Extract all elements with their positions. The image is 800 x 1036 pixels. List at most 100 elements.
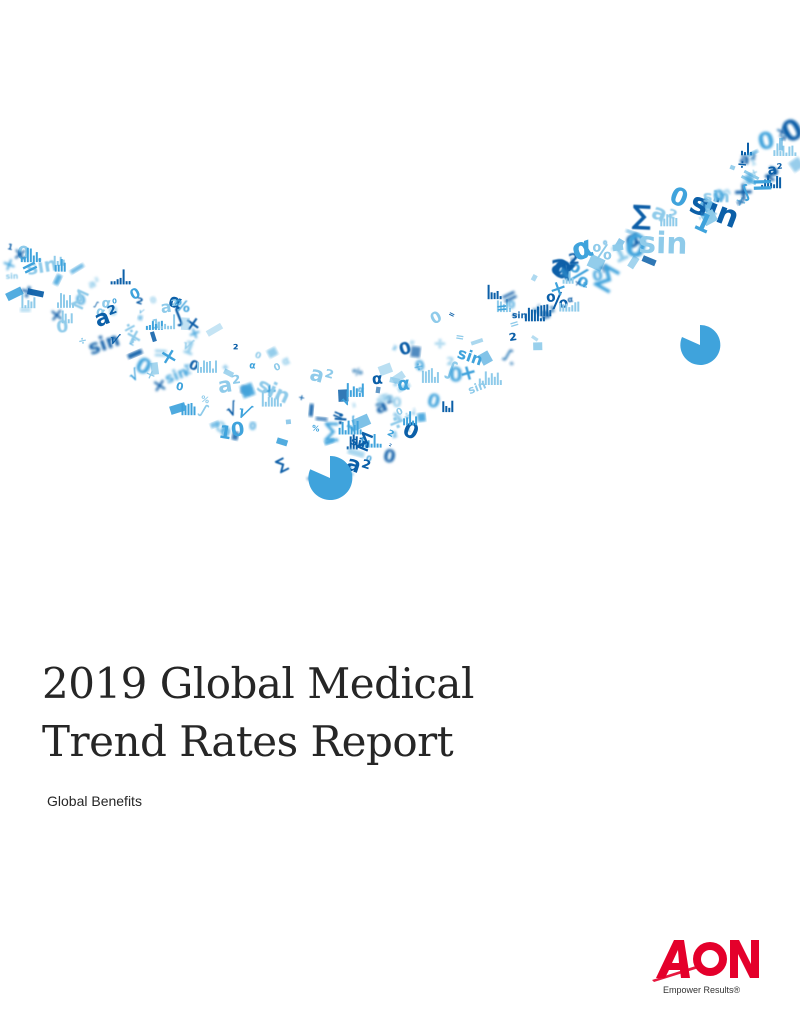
math-glyph: 0 <box>74 292 88 310</box>
math-glyph: + <box>185 322 204 345</box>
mini-bar-chart-icon <box>20 247 41 263</box>
mini-bar-chart-icon <box>57 293 74 308</box>
math-glyph: 0 <box>149 295 158 306</box>
report-title-line-2: Trend Rates Report <box>42 717 454 766</box>
math-glyph: 1 <box>7 242 14 252</box>
math-glyph: ∫ <box>197 401 212 419</box>
floating-block <box>729 164 736 171</box>
math-glyph: a² <box>307 361 336 390</box>
math-glyph: % <box>311 423 321 434</box>
floating-block <box>127 348 144 360</box>
report-subtitle: Global Benefits <box>47 793 142 809</box>
math-glyph: 0 <box>425 390 442 413</box>
math-glyph: 0 <box>215 418 227 437</box>
floating-block <box>410 346 421 358</box>
math-glyph: 0 <box>755 125 777 156</box>
math-glyph: ∑ <box>184 364 192 375</box>
floating-block <box>266 346 279 359</box>
math-glyph: α <box>101 296 111 312</box>
math-glyph: 0 <box>175 380 185 394</box>
math-glyph: 0 <box>382 446 398 468</box>
mini-bar-chart-icon <box>181 403 196 416</box>
math-glyph: × <box>157 342 180 369</box>
math-glyph: ∑ <box>631 200 652 232</box>
floating-block <box>778 137 783 151</box>
floating-block <box>417 412 427 423</box>
math-glyph: × <box>574 278 582 288</box>
floating-block <box>736 199 744 206</box>
math-glyph: 0 <box>112 297 118 305</box>
floating-block <box>169 402 187 415</box>
math-glyph: 0 <box>253 351 262 363</box>
floating-block <box>275 437 289 447</box>
math-glyph: sin <box>350 434 371 452</box>
aon-logo-icon <box>652 940 759 982</box>
floating-block <box>338 389 349 402</box>
math-glyph: 0 <box>414 357 427 375</box>
mini-bar-chart-icon <box>773 143 797 156</box>
mini-bar-chart-icon <box>761 175 782 189</box>
mini-bar-chart-icon <box>158 314 176 330</box>
math-glyph: 0 <box>427 307 445 328</box>
math-glyph: % <box>391 411 404 425</box>
floating-block <box>531 335 539 342</box>
floating-block <box>530 274 538 282</box>
floating-block <box>209 420 220 429</box>
math-glyph: + <box>261 379 278 403</box>
math-glyph: α <box>137 312 144 322</box>
math-glyph: ÷ <box>392 380 400 390</box>
pie-chart-icon <box>680 324 721 365</box>
brand-tagline: Empower Results® <box>663 985 741 995</box>
floating-block <box>569 257 577 268</box>
mini-bar-chart-icon <box>562 271 574 284</box>
math-glyph: % <box>173 296 191 317</box>
floating-block <box>470 338 484 346</box>
math-glyph: ² <box>387 443 392 451</box>
math-glyph: ∫ <box>700 199 709 216</box>
math-glyph: 0 <box>219 424 232 442</box>
math-glyph: a² <box>549 248 581 281</box>
floating-block <box>477 350 493 366</box>
math-glyph: ÷ <box>598 260 612 277</box>
floating-block <box>533 342 543 351</box>
floating-block <box>625 228 640 237</box>
floating-block <box>746 149 759 158</box>
math-glyph: √ <box>532 304 540 317</box>
math-glyph: ÷ <box>16 278 40 306</box>
floating-block <box>612 243 624 252</box>
floating-block <box>239 382 256 399</box>
math-glyph: ÷ <box>221 363 229 373</box>
floating-block <box>222 368 235 378</box>
pie-chart-icon <box>308 455 353 500</box>
floating-block <box>52 273 63 286</box>
math-glyph: ÷ <box>77 333 88 348</box>
math-glyph: α <box>356 385 365 396</box>
math-glyph: ÷ <box>736 157 748 172</box>
floating-block <box>700 208 719 227</box>
floating-block <box>744 172 755 185</box>
math-glyph: % <box>592 240 613 265</box>
floating-block <box>231 431 240 441</box>
floating-block <box>26 288 45 298</box>
math-glyph: ∫ <box>93 300 100 309</box>
math-glyph: a² <box>767 161 784 179</box>
mini-bar-chart-icon <box>54 259 66 272</box>
math-glyph: ² <box>390 429 400 446</box>
mini-bar-chart-icon <box>559 301 580 312</box>
math-glyph: ÷ <box>508 359 516 368</box>
floating-block <box>150 362 160 376</box>
math-glyph: sin <box>375 391 395 408</box>
math-glyph: 0 <box>392 396 401 411</box>
math-glyph: = <box>376 388 392 407</box>
math-glyph: × <box>773 122 791 142</box>
floating-block <box>180 317 190 331</box>
math-glyph: % <box>557 266 572 282</box>
math-glyph: ÷ <box>412 358 426 375</box>
floating-block <box>20 307 31 313</box>
math-glyph: % <box>351 366 364 379</box>
math-glyph: ∑ <box>129 337 137 346</box>
mini-bar-chart-icon <box>261 391 282 407</box>
math-glyph: + <box>749 167 760 180</box>
floating-block <box>397 382 411 393</box>
math-glyph: = <box>750 167 774 201</box>
